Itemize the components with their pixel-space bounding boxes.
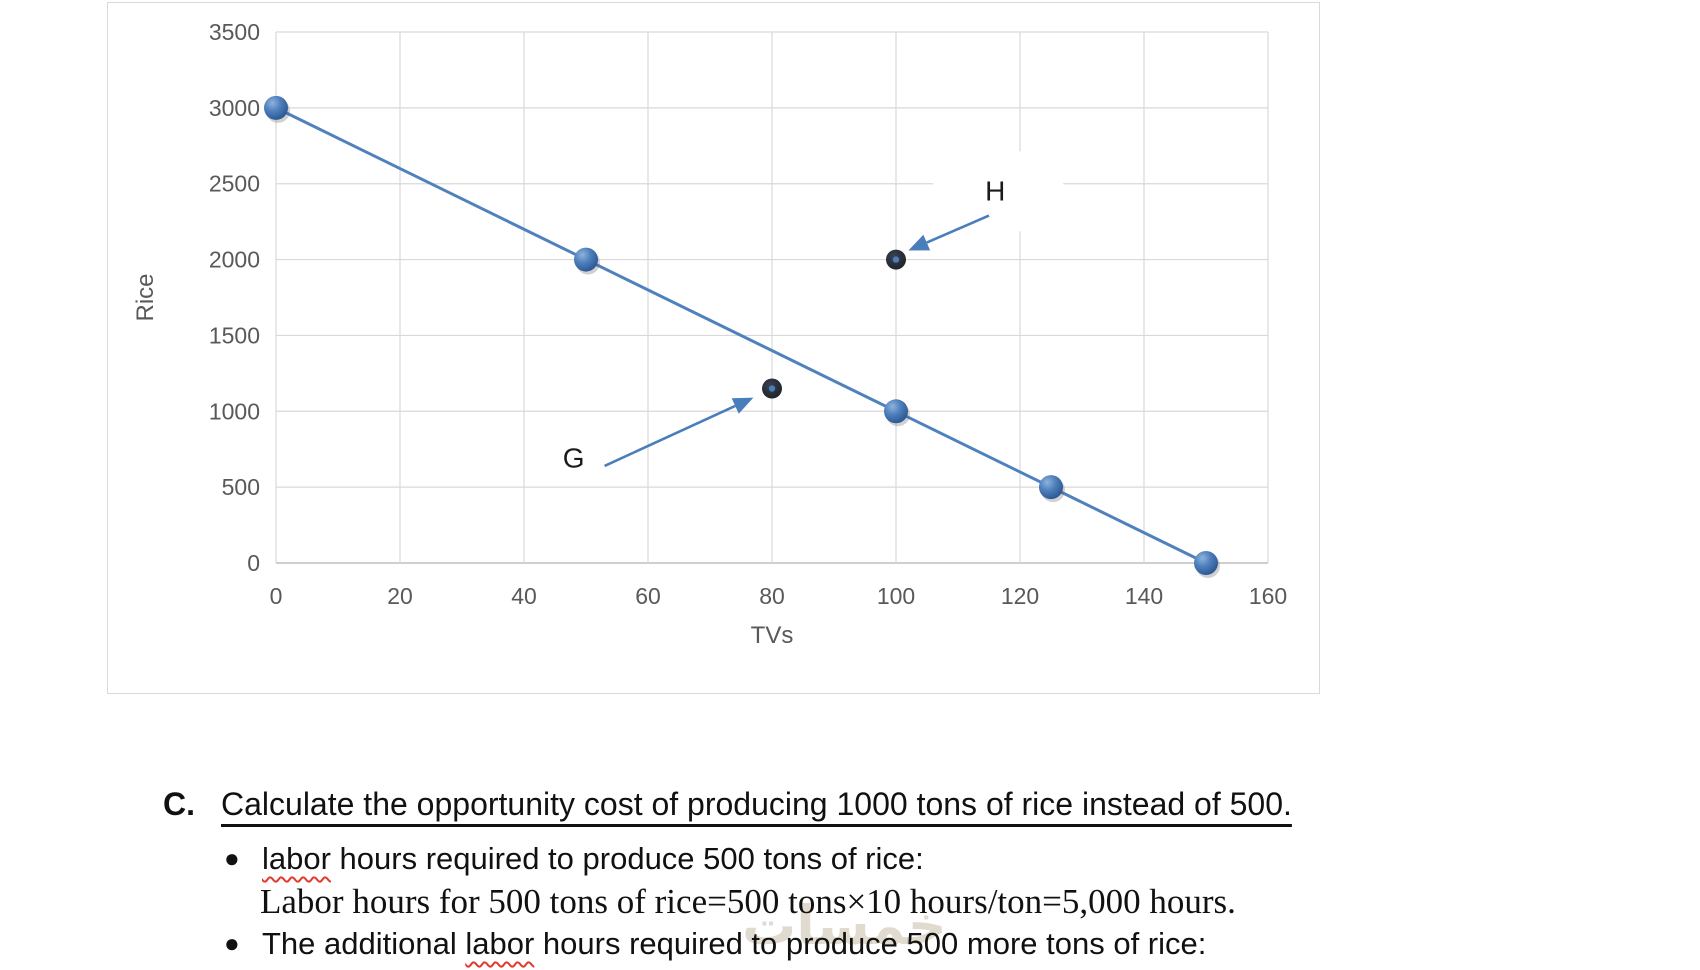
annotation-arrow-H — [926, 214, 990, 244]
y-tick-label: 3000 — [209, 95, 260, 121]
x-tick-label: 20 — [387, 583, 413, 609]
x-tick-label: 100 — [877, 583, 915, 609]
bullet-item-2: ● The additional labor hours required to … — [224, 926, 1206, 962]
x-tick-label: 80 — [759, 583, 785, 609]
question-letter: C. — [163, 786, 195, 822]
point-H-center — [892, 256, 900, 263]
bullet2-misspelled-word: labor — [465, 926, 535, 961]
annotation-label-H: H — [985, 175, 1005, 206]
annotation-label-G: G — [563, 442, 585, 473]
bullet2-rest: hours required to produce 500 more tons … — [534, 926, 1207, 961]
annotation-arrowhead-H — [908, 234, 931, 251]
ppf-marker — [574, 247, 598, 272]
ppf-marker — [884, 399, 908, 424]
bullet-icon: ● — [224, 928, 240, 958]
bullet1-misspelled-word: labor — [262, 841, 331, 876]
bullet1-rest: hours required to produce 500 tons of ri… — [330, 841, 924, 876]
annotation-arrowhead-G — [731, 397, 754, 414]
y-axis-title: Rice — [132, 273, 159, 321]
y-tick-label: 2000 — [209, 247, 260, 273]
x-tick-label: 0 — [270, 583, 283, 609]
ppf-marker — [1194, 551, 1218, 575]
y-tick-label: 0 — [247, 550, 260, 576]
y-tick-label: 500 — [222, 474, 260, 500]
question-heading-row: C. Calculate the opportunity cost of prod… — [163, 786, 1292, 823]
y-tick-label: 3500 — [209, 19, 260, 45]
x-tick-label: 140 — [1125, 583, 1163, 609]
bullet2-pre: The additional — [262, 926, 466, 961]
calc-line: Labor hours for 500 tons of rice=500 ton… — [260, 882, 1236, 921]
ppf-chart: 0 500 1000 1500 2000 2500 3000 3500 0 20 40 60 80 100… — [107, 2, 1320, 694]
question-heading: Calculate the opportunity cost of produc… — [221, 786, 1292, 822]
x-tick-label: 160 — [1249, 583, 1287, 609]
annotation-arrow-G — [604, 404, 736, 468]
x-tick-label: 120 — [1001, 583, 1039, 609]
x-tick-label: 60 — [635, 583, 661, 609]
watermark: خمسات — [742, 894, 947, 957]
x-axis-title: TVs — [751, 622, 794, 649]
y-tick-label: 2500 — [209, 171, 260, 197]
annotation-label-bg-H — [933, 151, 1064, 232]
x-tick-label: 40 — [511, 583, 537, 609]
bullet-icon: ● — [224, 843, 240, 873]
ppf-marker — [264, 95, 288, 120]
point-G-center — [768, 385, 776, 392]
y-tick-label: 1500 — [209, 322, 260, 348]
ppf-marker — [1039, 475, 1063, 500]
bullet-item-1: ● labor hours required to produce 500 ton… — [224, 841, 924, 877]
y-tick-label: 1000 — [209, 398, 260, 424]
chart-canvas: 0 500 1000 1500 2000 2500 3000 3500 0 20 40 60 80 100… — [132, 19, 1287, 649]
